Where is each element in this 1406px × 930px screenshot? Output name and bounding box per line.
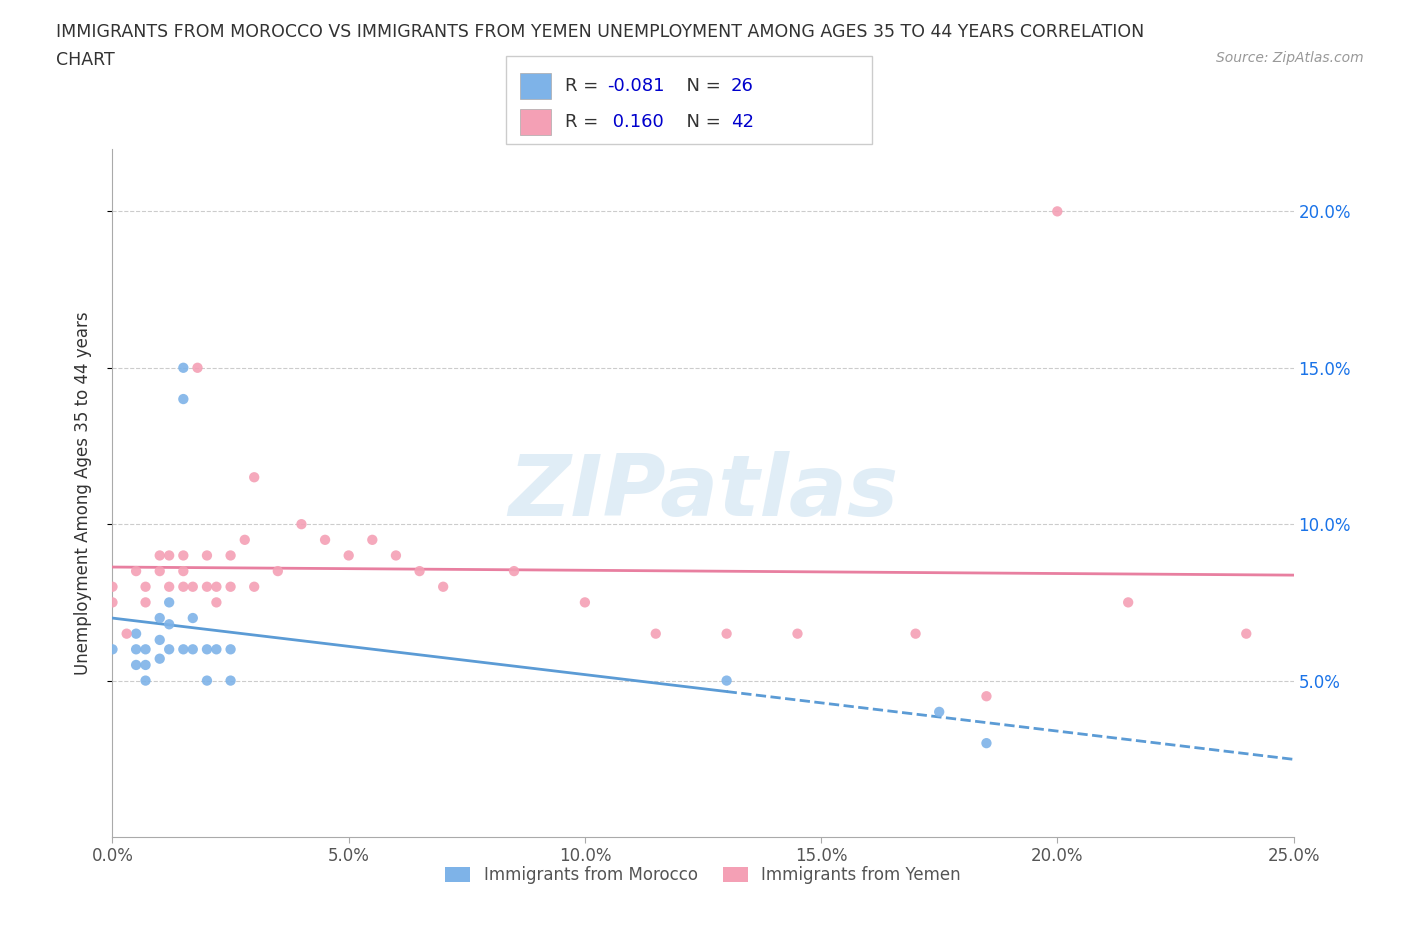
Point: [149, 651, 172, 666]
Text: R =: R =: [565, 76, 605, 95]
Text: N =: N =: [675, 113, 727, 131]
Point: [181, 642, 204, 657]
Point: [101, 595, 124, 610]
Text: ZIPatlas: ZIPatlas: [508, 451, 898, 535]
Text: R =: R =: [565, 113, 605, 131]
Point: [186, 360, 208, 375]
Text: CHART: CHART: [56, 51, 115, 69]
Point: [195, 548, 218, 563]
Point: [1046, 204, 1069, 219]
Point: [219, 579, 242, 594]
Point: [385, 548, 408, 563]
Point: [408, 564, 430, 578]
Point: [314, 532, 336, 547]
Point: [157, 579, 180, 594]
Y-axis label: Unemployment Among Ages 35 to 44 years: Unemployment Among Ages 35 to 44 years: [73, 312, 91, 674]
Point: [157, 548, 180, 563]
Point: [157, 642, 180, 657]
Point: [172, 564, 194, 578]
Point: [125, 658, 148, 672]
Point: [205, 595, 228, 610]
Point: [928, 704, 950, 719]
Point: [157, 617, 180, 631]
Point: [195, 579, 218, 594]
Point: [149, 548, 172, 563]
Point: [135, 673, 157, 688]
Text: Source: ZipAtlas.com: Source: ZipAtlas.com: [1216, 51, 1364, 65]
Point: [172, 360, 194, 375]
Text: N =: N =: [675, 76, 727, 95]
Point: [904, 626, 927, 641]
Point: [243, 579, 266, 594]
Text: -0.081: -0.081: [607, 76, 665, 95]
Point: [337, 548, 360, 563]
Legend: Immigrants from Morocco, Immigrants from Yemen: Immigrants from Morocco, Immigrants from…: [439, 859, 967, 891]
Point: [125, 626, 148, 641]
Text: 26: 26: [731, 76, 754, 95]
Point: [503, 564, 526, 578]
Point: [219, 673, 242, 688]
Point: [181, 579, 204, 594]
Point: [101, 642, 124, 657]
Point: [976, 736, 998, 751]
Point: [716, 673, 738, 688]
Point: [157, 595, 180, 610]
Point: [195, 642, 218, 657]
Point: [125, 642, 148, 657]
Text: 0.160: 0.160: [607, 113, 664, 131]
Point: [219, 642, 242, 657]
Text: 42: 42: [731, 113, 754, 131]
Point: [290, 517, 312, 532]
Point: [172, 642, 194, 657]
Point: [574, 595, 596, 610]
Point: [716, 626, 738, 641]
Point: [125, 564, 148, 578]
Point: [135, 579, 157, 594]
Point: [219, 548, 242, 563]
Point: [205, 579, 228, 594]
Point: [149, 564, 172, 578]
Point: [181, 611, 204, 626]
Point: [149, 611, 172, 626]
Point: [172, 392, 194, 406]
Point: [205, 642, 228, 657]
Point: [644, 626, 666, 641]
Point: [172, 548, 194, 563]
Point: [786, 626, 808, 641]
Text: IMMIGRANTS FROM MOROCCO VS IMMIGRANTS FROM YEMEN UNEMPLOYMENT AMONG AGES 35 TO 4: IMMIGRANTS FROM MOROCCO VS IMMIGRANTS FR…: [56, 23, 1144, 41]
Point: [432, 579, 454, 594]
Point: [233, 532, 256, 547]
Point: [135, 642, 157, 657]
Point: [135, 595, 157, 610]
Point: [976, 689, 998, 704]
Point: [172, 579, 194, 594]
Point: [1116, 595, 1139, 610]
Point: [243, 470, 266, 485]
Point: [149, 632, 172, 647]
Point: [101, 579, 124, 594]
Point: [195, 673, 218, 688]
Point: [135, 658, 157, 672]
Point: [361, 532, 384, 547]
Point: [1234, 626, 1257, 641]
Point: [115, 626, 138, 641]
Point: [267, 564, 290, 578]
